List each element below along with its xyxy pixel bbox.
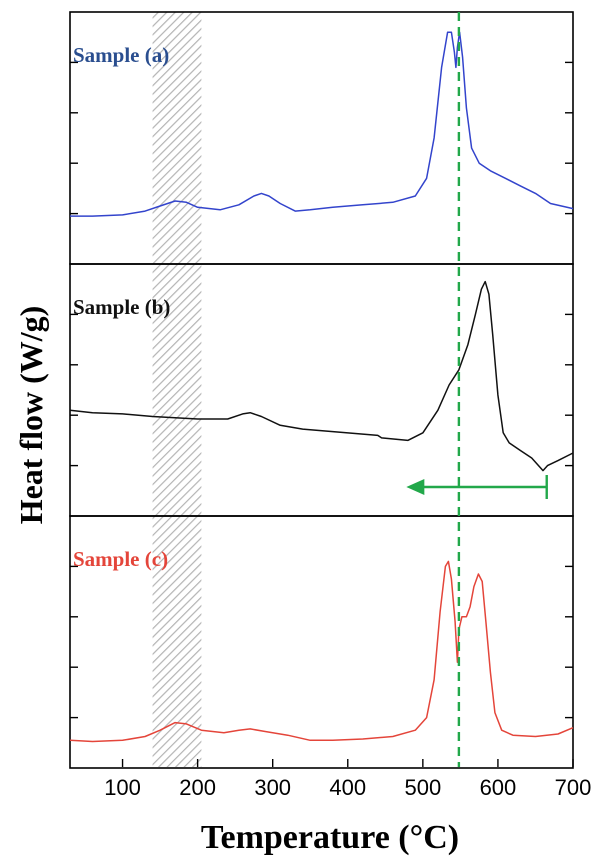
panel-label-b: Sample (b) (73, 295, 170, 319)
panel-label-c: Sample (c) (73, 547, 168, 571)
panel-a: Sample (a) (69, 11, 574, 265)
y-axis-title: Heat flow (W/g) (13, 306, 49, 525)
x-tick-label: 700 (555, 775, 592, 800)
x-tick-label: 200 (179, 775, 216, 800)
shift-arrow (406, 475, 548, 499)
series-line-b (69, 280, 574, 472)
panel-frame (69, 515, 574, 769)
x-tick-label: 500 (404, 775, 441, 800)
series-line-a (70, 31, 574, 217)
x-tick-label: 400 (329, 775, 366, 800)
panel-c: Sample (c) (69, 515, 574, 769)
panel-b: Sample (b) (69, 263, 574, 517)
panel-label-a: Sample (a) (73, 43, 169, 67)
hatched-band (152, 12, 202, 767)
x-tick-label: 100 (104, 775, 141, 800)
x-tick-label: 300 (254, 775, 291, 800)
x-axis-title: Temperature (°C) (201, 819, 459, 856)
series-line-c (69, 560, 574, 743)
x-tick-label: 600 (480, 775, 517, 800)
arrow-head (406, 479, 425, 495)
